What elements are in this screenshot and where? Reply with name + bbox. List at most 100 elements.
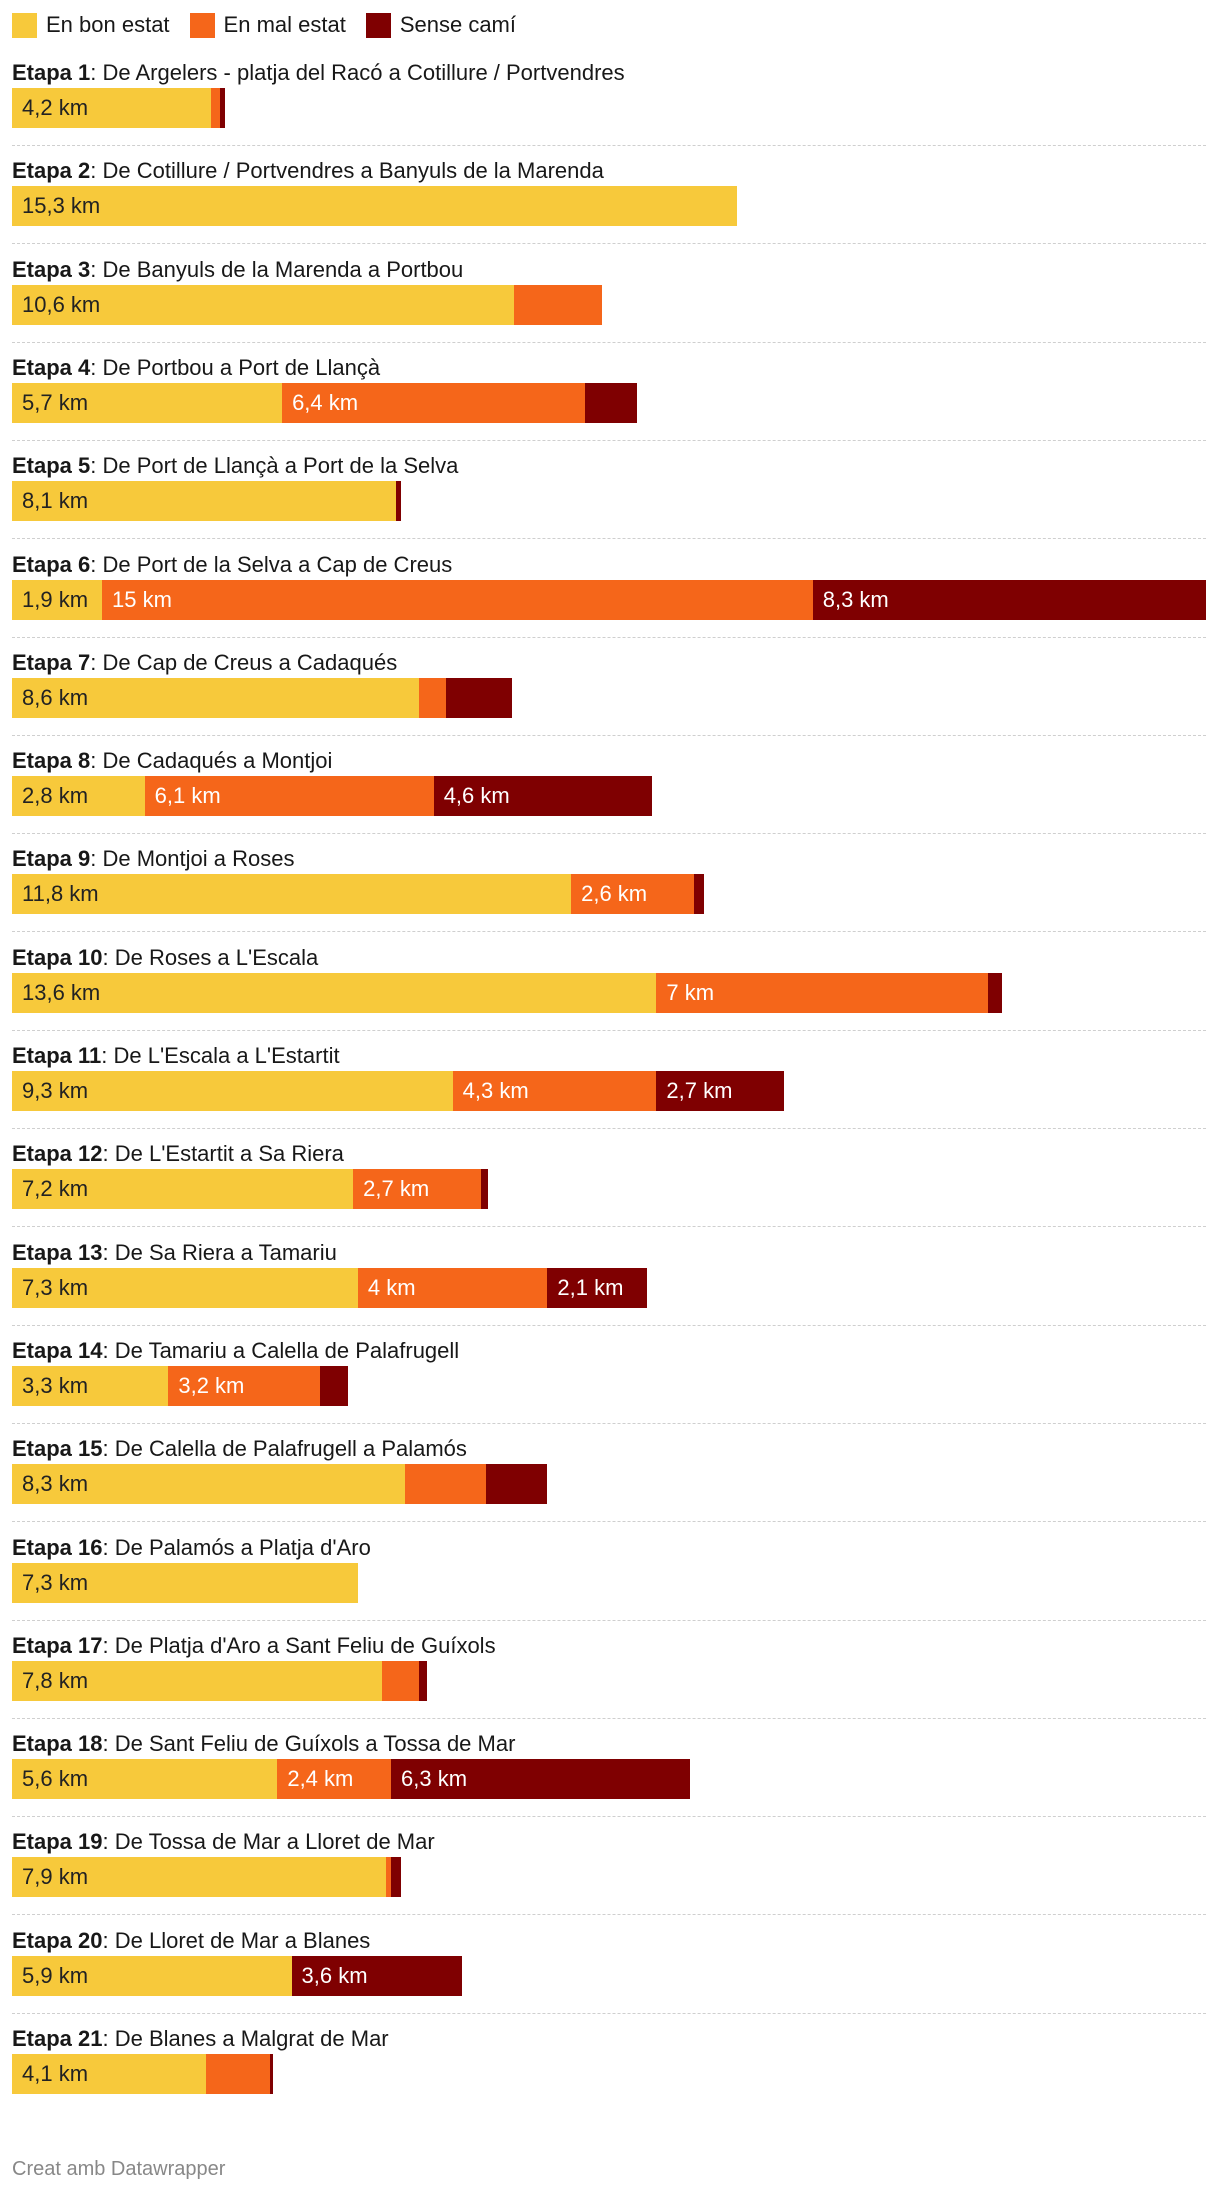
stage-number: Etapa 5 <box>12 453 91 478</box>
bar-value-label: 8,3 km <box>822 587 889 612</box>
stage-title: Etapa 15: De Calella de Palafrugell a Pa… <box>12 1436 467 1462</box>
bar-segment-none <box>694 874 704 914</box>
bar-value-label: 8,3 km <box>22 1471 89 1496</box>
row-divider <box>12 637 1206 638</box>
stage-row: Etapa 21: De Blanes a Malgrat de Mar 4,1 … <box>12 2014 1206 2112</box>
bar-segment-none <box>319 1366 349 1406</box>
bar-segment-bad <box>381 1661 420 1701</box>
stacked-bar: 3,3 km 3,2 km <box>12 1366 1206 1406</box>
row-divider <box>12 1423 1206 1424</box>
bar-segment-none <box>391 1759 690 1799</box>
bar-segment-bad <box>357 1268 548 1308</box>
stage-number: Etapa 7 <box>12 650 91 675</box>
stage-number: Etapa 2 <box>12 158 91 183</box>
stage-row: Etapa 18: De Sant Feliu de Guíxols a Tos… <box>12 1719 1206 1817</box>
stage-number: Etapa 10 <box>12 945 103 970</box>
bar-segment-bad <box>405 1464 486 1504</box>
stage-route: : De Port de la Selva a Cap de Creus <box>90 552 453 577</box>
bar-segment-good <box>12 481 396 521</box>
bar-value-label: 2,8 km <box>22 783 89 808</box>
stage-title: Etapa 5: De Port de Llançà a Port de la … <box>12 453 458 479</box>
bar-value-label: 4 km <box>367 1275 416 1300</box>
bar-segment-none <box>445 678 512 718</box>
legend-label-none: Sense camí <box>399 12 516 37</box>
stage-title: Etapa 21: De Blanes a Malgrat de Mar <box>12 2026 389 2052</box>
stage-route: : De L'Escala a L'Estartit <box>101 1043 340 1068</box>
bar-segment-bad <box>144 776 434 816</box>
row-divider <box>12 931 1206 932</box>
row-divider <box>12 1226 1206 1227</box>
stacked-bar: 11,8 km 2,6 km <box>12 874 1206 914</box>
stage-title: Etapa 17: De Platja d'Aro a Sant Feliu d… <box>12 1633 496 1659</box>
stage-route: : De Calella de Palafrugell a Palamós <box>102 1436 467 1461</box>
bar-segment-none <box>988 973 1003 1013</box>
stage-number: Etapa 3 <box>12 257 91 282</box>
bar-segment-good <box>12 88 211 128</box>
bar-segment-none <box>812 580 1206 620</box>
stage-number: Etapa 8 <box>12 748 91 773</box>
stage-route: : De Tossa de Mar a Lloret de Mar <box>102 1829 435 1854</box>
bar-value-label: 4,2 km <box>22 95 89 120</box>
stage-row: Etapa 9: De Montjoi a Roses 11,8 km 2,6 km <box>12 834 1206 932</box>
bar-value-label: 2,7 km <box>666 1078 733 1103</box>
stage-number: Etapa 14 <box>12 1338 103 1363</box>
stage-title: Etapa 16: De Palamós a Platja d'Aro <box>12 1535 371 1561</box>
stage-title: Etapa 11: De L'Escala a L'Estartit <box>12 1043 340 1069</box>
stage-row: Etapa 8: De Cadaqués a Montjoi 2,8 km 6,1 … <box>12 736 1206 834</box>
stage-number: Etapa 21 <box>12 2026 103 2051</box>
stacked-bar: 5,6 km 2,4 km 6,3 km <box>12 1759 1206 1799</box>
stacked-bar: 9,3 km 4,3 km 2,7 km <box>12 1071 1206 1111</box>
stage-row: Etapa 15: De Calella de Palafrugell a Pa… <box>12 1424 1206 1522</box>
row-divider <box>12 1030 1206 1031</box>
stage-row: Etapa 5: De Port de Llançà a Port de la … <box>12 441 1206 539</box>
stage-title: Etapa 1: De Argelers - platja del Racó a… <box>12 60 625 86</box>
legend-label-bad: En mal estat <box>223 12 346 37</box>
stacked-bar: 8,3 km <box>12 1464 1206 1504</box>
stage-row: Etapa 7: De Cap de Creus a Cadaqués 8,6 k… <box>12 638 1206 736</box>
stage-row: Etapa 17: De Platja d'Aro a Sant Feliu d… <box>12 1621 1206 1719</box>
stage-route: : De Platja d'Aro a Sant Feliu de Guíxol… <box>102 1633 496 1658</box>
stage-number: Etapa 9 <box>12 846 91 871</box>
bar-segment-good <box>12 1169 354 1209</box>
row-divider <box>12 735 1206 736</box>
bar-segment-bad <box>419 678 446 718</box>
legend-label-good: En bon estat <box>46 12 170 37</box>
bar-value-label: 13,6 km <box>22 980 101 1005</box>
stage-title: Etapa 8: De Cadaqués a Montjoi <box>12 748 332 774</box>
stage-title: Etapa 10: De Roses a L'Escala <box>12 945 318 971</box>
stacked-bar: 7,8 km <box>12 1661 1206 1701</box>
bar-segment-good <box>12 1268 358 1308</box>
bar-segment-good <box>12 678 420 718</box>
bar-value-label: 3,2 km <box>178 1373 245 1398</box>
row-divider <box>12 1718 1206 1719</box>
bar-segment-bad <box>452 1071 657 1111</box>
stage-number: Etapa 4 <box>12 355 91 380</box>
bar-value-label: 9,3 km <box>22 1078 89 1103</box>
legend-item-bad: En mal estat <box>189 12 346 38</box>
stage-title: Etapa 13: De Sa Riera a Tamariu <box>12 1240 337 1266</box>
bar-segment-good <box>12 874 572 914</box>
bar-value-label: 1,9 km <box>22 587 89 612</box>
footer-credit[interactable]: Creat amb Datawrapper <box>12 2158 226 2180</box>
bar-segment-good <box>12 383 283 423</box>
bar-value-label: 7,2 km <box>22 1176 89 1201</box>
bar-value-label: 3,3 km <box>22 1373 89 1398</box>
bar-segment-none <box>291 1956 463 1996</box>
bar-value-label: 4,6 km <box>443 783 510 808</box>
stage-title: Etapa 6: De Port de la Selva a Cap de Cr… <box>12 552 452 578</box>
stage-number: Etapa 1 <box>12 60 91 85</box>
bar-segment-good <box>12 776 145 816</box>
stacked-bar: 5,7 km 6,4 km <box>12 383 1206 423</box>
bar-value-label: 15 km <box>112 587 172 612</box>
stage-number: Etapa 20 <box>12 1928 103 1953</box>
stage-title: Etapa 18: De Sant Feliu de Guíxols a Tos… <box>12 1731 515 1757</box>
bar-segment-good <box>12 1661 382 1701</box>
bar-segment-bad <box>277 1759 392 1799</box>
bar-value-label: 7,3 km <box>22 1275 89 1300</box>
bar-segment-bad <box>353 1169 482 1209</box>
bar-segment-good <box>12 1563 358 1603</box>
bar-segment-bad <box>211 88 221 128</box>
bar-value-label: 6,1 km <box>154 783 221 808</box>
legend-item-none: Sense camí <box>365 12 516 38</box>
